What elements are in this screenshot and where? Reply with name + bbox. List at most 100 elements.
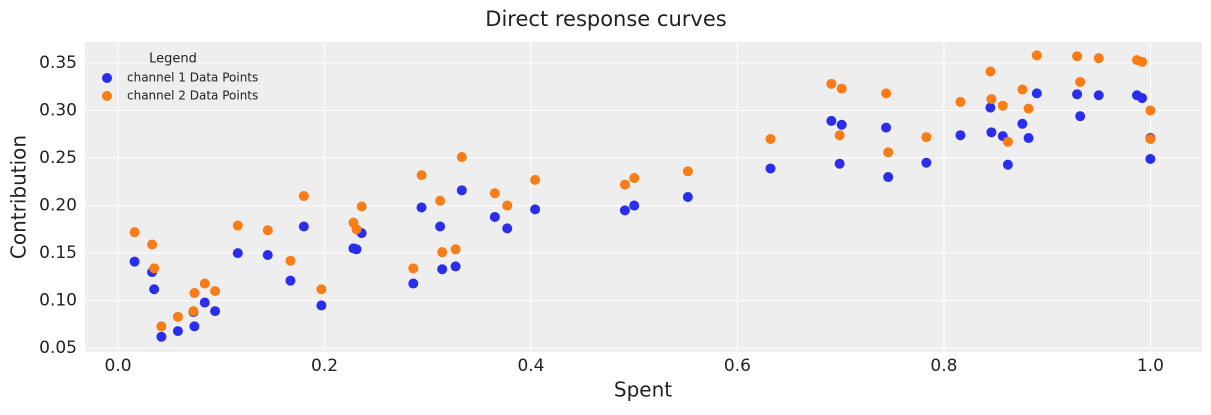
data-point [1093, 90, 1104, 101]
y-tick-label: 0.05 [39, 338, 77, 358]
data-point [199, 278, 210, 289]
data-point [285, 255, 296, 266]
data-point [456, 152, 467, 163]
data-point [189, 321, 200, 332]
data-point [437, 247, 448, 258]
data-point [836, 83, 847, 94]
data-point [1017, 84, 1028, 95]
data-point [985, 102, 996, 113]
data-point [997, 100, 1008, 111]
data-point [1023, 103, 1034, 114]
data-point [489, 211, 500, 222]
x-tick-label: 0.8 [930, 356, 957, 376]
x-tick-label: 0.4 [517, 356, 544, 376]
x-tick-label: 0.6 [724, 356, 751, 376]
chart-title: Direct response curves [485, 7, 726, 31]
data-point [1072, 51, 1083, 62]
data-point [1145, 105, 1156, 116]
data-point [921, 157, 932, 168]
data-point [450, 244, 461, 255]
data-point [826, 78, 837, 89]
data-point [149, 284, 160, 295]
data-point [834, 130, 845, 141]
data-point [456, 185, 467, 196]
data-point [682, 192, 693, 202]
data-point [765, 163, 776, 174]
data-point [765, 133, 776, 144]
x-tick-label: 1.0 [1137, 356, 1164, 376]
y-tick-label: 0.10 [39, 291, 77, 311]
data-point [156, 321, 167, 332]
data-point [210, 306, 221, 317]
data-point [1002, 159, 1013, 170]
data-point [881, 122, 892, 133]
data-point [921, 132, 932, 143]
data-point [629, 200, 640, 211]
data-point [416, 202, 427, 213]
data-point [437, 264, 448, 275]
legend-label: channel 2 Data Points [127, 89, 258, 103]
data-point [883, 147, 894, 158]
data-point [619, 179, 630, 190]
legend-marker [102, 73, 112, 83]
data-point [1075, 111, 1086, 122]
y-tick-label: 0.20 [39, 196, 77, 216]
x-axis-label: Spent [614, 378, 672, 402]
data-point [351, 224, 362, 235]
data-point [316, 284, 327, 295]
data-point [298, 191, 309, 202]
data-point [1137, 56, 1148, 67]
data-point [285, 275, 296, 286]
data-point [188, 306, 199, 317]
data-point [435, 195, 446, 206]
data-point [629, 172, 640, 183]
y-tick-label: 0.35 [39, 53, 77, 73]
data-point [356, 201, 367, 212]
data-point [1031, 50, 1042, 61]
data-point [986, 94, 997, 105]
y-tick-label: 0.30 [39, 100, 77, 120]
data-point [172, 311, 183, 322]
data-point [351, 244, 362, 255]
data-point [262, 225, 273, 236]
data-point [1023, 133, 1034, 144]
data-point [1145, 133, 1156, 144]
data-point [619, 205, 630, 216]
data-point [530, 204, 541, 215]
data-point [826, 115, 837, 126]
data-point [986, 127, 997, 138]
data-point [210, 286, 221, 297]
data-point [1145, 153, 1156, 164]
data-point [502, 223, 513, 234]
data-point [1137, 93, 1148, 104]
data-point [232, 248, 243, 259]
data-point [147, 239, 158, 250]
data-point [1093, 53, 1104, 64]
data-point [298, 221, 309, 232]
data-point [450, 261, 461, 272]
x-tick-label: 0.0 [105, 356, 132, 376]
data-point [416, 170, 427, 181]
data-point [408, 263, 419, 274]
data-point [955, 96, 966, 107]
data-point [1017, 118, 1028, 129]
data-point [1002, 136, 1013, 147]
legend-title: Legend [149, 52, 197, 67]
data-point [262, 250, 273, 261]
data-point [502, 200, 513, 211]
data-point [189, 288, 200, 299]
data-point [156, 331, 167, 342]
x-tick-label: 0.2 [311, 356, 338, 376]
data-point [836, 119, 847, 130]
data-point [408, 278, 419, 289]
data-point [985, 66, 996, 77]
data-point [149, 263, 160, 274]
data-point [682, 166, 693, 177]
data-point [530, 174, 541, 185]
legend-label: channel 1 Data Points [127, 71, 258, 85]
data-point [172, 326, 183, 337]
legend-marker [102, 91, 112, 101]
data-point [834, 158, 845, 169]
data-point [883, 172, 894, 183]
